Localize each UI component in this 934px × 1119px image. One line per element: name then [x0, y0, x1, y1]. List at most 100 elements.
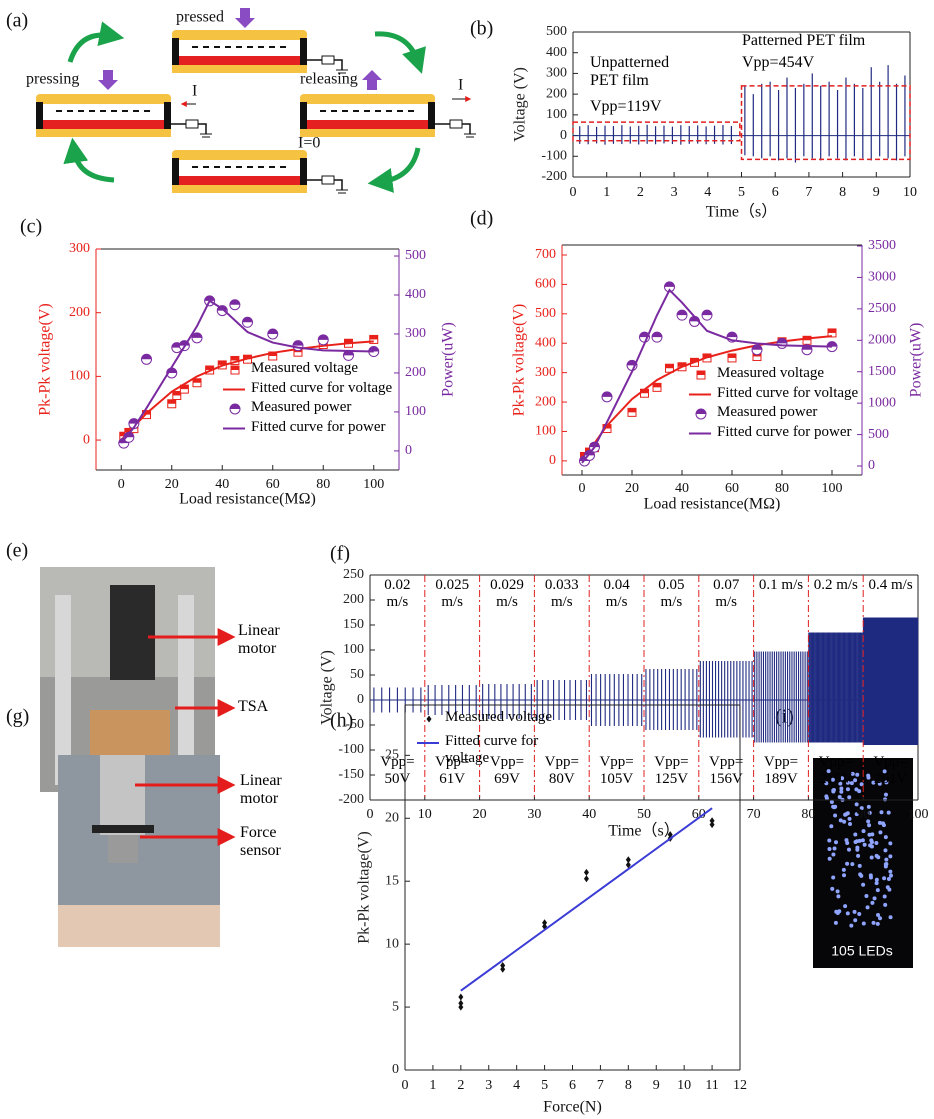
x-tick-label: 80 [316, 477, 330, 492]
annotation-box: Vpp=119V [590, 98, 662, 115]
legend-label: Measured voltage [717, 365, 825, 381]
led [833, 813, 838, 818]
marker-half [205, 366, 214, 371]
y2-tick-label: 500 [405, 248, 426, 263]
marker-half [752, 344, 762, 350]
y2-tick-label: 0 [405, 443, 412, 458]
led [838, 781, 843, 786]
highlight-box [740, 85, 911, 161]
y-tick-label: 0 [549, 453, 556, 468]
y-tick-label: 0 [357, 692, 364, 707]
led [845, 840, 850, 845]
speed-label: 0.02 m/s [384, 577, 411, 611]
y-axis-label: Voltage (V) [512, 67, 529, 142]
x-tick-label: 7 [597, 1078, 604, 1093]
led [874, 877, 879, 882]
point [542, 919, 548, 927]
y-tick-label: 50 [350, 667, 364, 682]
led [847, 795, 852, 800]
marker-half [677, 310, 687, 316]
marker-half [628, 408, 636, 413]
led [883, 835, 888, 840]
led [879, 810, 884, 815]
ring [92, 825, 154, 833]
led [857, 863, 862, 868]
legend-label: Measured voltage [445, 709, 553, 725]
point [458, 999, 464, 1007]
led [856, 853, 861, 858]
led [827, 838, 832, 843]
marker-half [193, 378, 201, 383]
led [868, 873, 873, 878]
led [888, 873, 893, 878]
y-tick-label: 400 [546, 45, 567, 60]
led [869, 838, 874, 843]
x-axis-label: Time（s） [706, 203, 777, 221]
point [500, 965, 506, 973]
highlight-box [572, 121, 741, 142]
x-tick-label: 30 [527, 807, 541, 822]
led [832, 846, 837, 851]
x-tick-label: 60 [692, 807, 706, 822]
y-tick-label: -200 [541, 169, 567, 184]
legend-label: Fitted curve for voltage [445, 733, 539, 767]
led [886, 876, 891, 881]
led [852, 909, 857, 914]
press-arrow [235, 8, 255, 28]
y-tick-label: -50 [345, 717, 364, 732]
speed-label-box: 0.025 m/s [435, 577, 469, 610]
led [848, 822, 853, 827]
fit-line [120, 299, 374, 444]
y-tick-label: 500 [535, 306, 556, 321]
y2-axis-label: Power(uW) [440, 322, 457, 397]
annotation: Unpatterned PET film [590, 54, 670, 90]
marker-half [369, 335, 378, 340]
x-tick-label: 6 [772, 185, 779, 200]
y-tick-label: 150 [343, 617, 364, 632]
led [864, 893, 869, 898]
led [826, 769, 831, 774]
legend-label-box: Measured voltage [251, 360, 358, 376]
led [855, 772, 860, 777]
x-tick-label: 10 [903, 185, 917, 200]
vpp-label-box: Vpp= 219V [819, 754, 853, 787]
led [835, 889, 840, 894]
led [853, 840, 858, 845]
point [667, 831, 673, 839]
x-tick-label: 40 [215, 477, 229, 492]
x-tick-label: 11 [705, 1078, 718, 1093]
point [426, 715, 432, 723]
led [859, 806, 864, 811]
marker-half [167, 399, 176, 404]
y2-tick-label: 3500 [868, 238, 896, 253]
speed-label: 0.04 m/s [603, 577, 630, 611]
y-tick-label: 600 [535, 277, 556, 292]
marker-half [243, 355, 252, 360]
led [840, 776, 845, 781]
x-tick-label: 0 [367, 807, 374, 822]
point [458, 1003, 464, 1011]
led [877, 820, 882, 825]
device-released [172, 150, 348, 193]
led [829, 824, 834, 829]
led [827, 856, 832, 861]
led [869, 844, 874, 849]
marker-half [640, 389, 649, 394]
marker-half [696, 409, 706, 414]
y2-tick-label: 0 [868, 458, 875, 473]
x-axis-label: Load resistance(MΩ) [179, 491, 316, 508]
x-axis-label: Load resistance(MΩ) [644, 496, 781, 513]
x-tick-label: 80 [775, 481, 789, 496]
legend-label: Fitted curve for power [717, 423, 852, 440]
led [831, 875, 836, 880]
marker-half [665, 364, 674, 369]
led [886, 810, 891, 815]
marker-half [727, 332, 737, 338]
panel-label: (f) [330, 543, 350, 565]
device-pressing [36, 94, 212, 137]
x-tick-label: 40 [582, 807, 596, 822]
rod [178, 595, 194, 785]
y-axis-label: Pk-Pk voltage(V) [511, 304, 528, 416]
fit-line [120, 340, 374, 441]
led [877, 781, 882, 786]
